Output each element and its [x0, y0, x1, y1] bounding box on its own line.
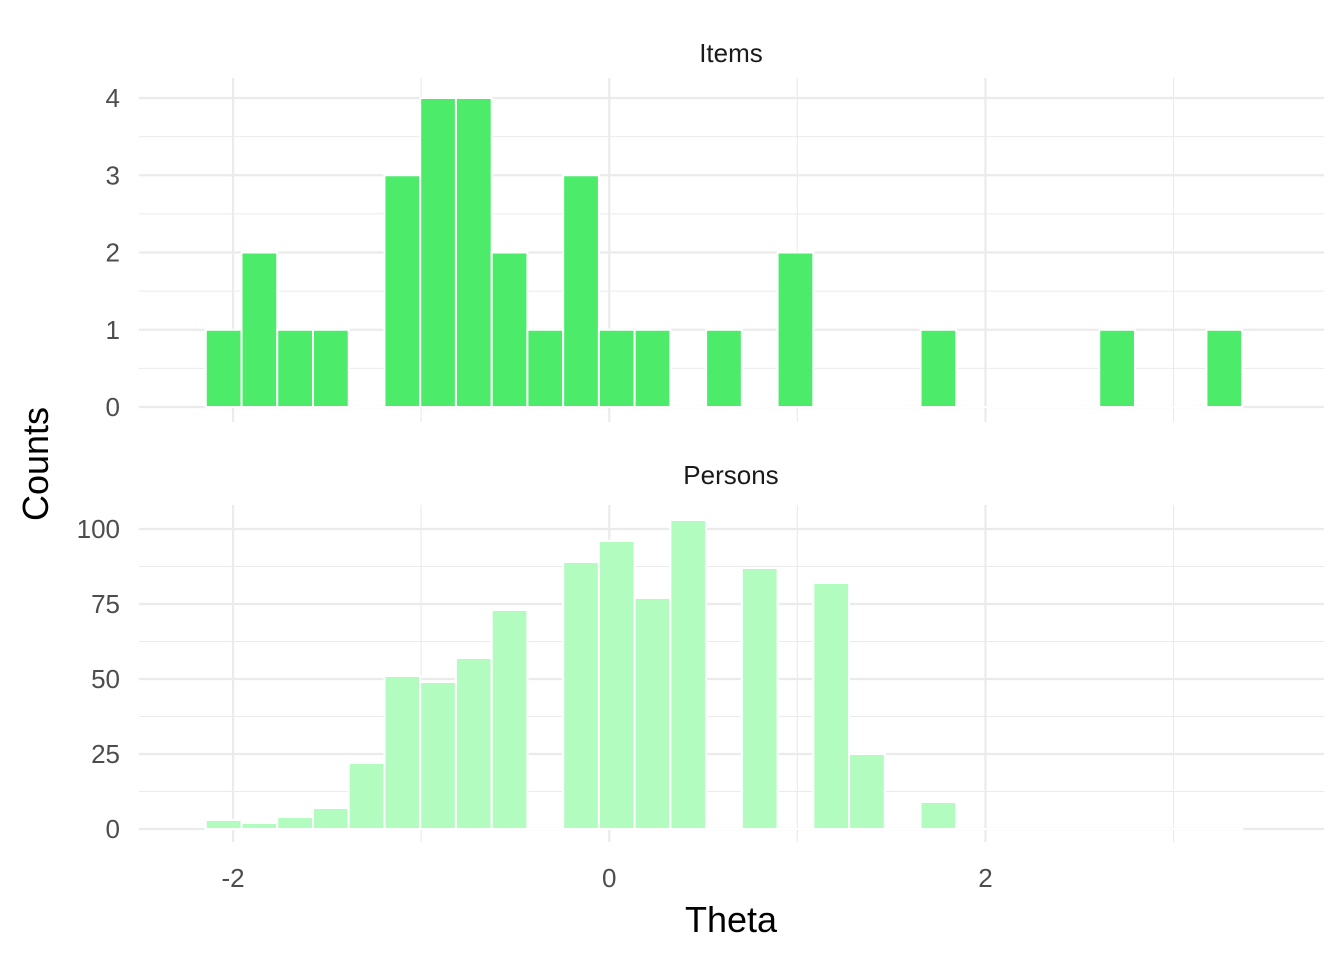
y-tick-label: 100: [77, 514, 120, 544]
bar-persons: [740, 567, 779, 830]
y-tick-label: 0: [106, 392, 120, 422]
bar-persons: [454, 657, 493, 830]
x-tick-label: 2: [978, 863, 992, 893]
bar-persons: [669, 519, 708, 830]
bar-items: [705, 328, 743, 408]
bar-persons: [311, 807, 350, 830]
bar-items: [526, 328, 565, 408]
bar-persons: [240, 822, 279, 830]
bar-persons: [383, 675, 422, 830]
y-tick-label: 50: [91, 664, 120, 694]
bar-items: [454, 97, 493, 408]
y-tick-label: 4: [106, 83, 120, 113]
bar-persons: [347, 762, 386, 830]
bar-persons: [490, 609, 529, 830]
bar-persons: [204, 819, 243, 830]
x-ticks: -2 0 2: [221, 863, 992, 893]
bar-items: [240, 251, 279, 408]
bar-items: [1205, 328, 1244, 408]
y-tick-label: 0: [106, 814, 120, 844]
bar-persons: [419, 681, 457, 830]
y-tick-label: 1: [106, 315, 120, 345]
bar-items: [562, 174, 600, 408]
bar-items: [204, 328, 243, 408]
bar-persons: [276, 816, 314, 830]
items-y-ticks: 0 1 2 3 4: [106, 83, 120, 422]
y-tick-label: 25: [91, 739, 120, 769]
persons-bars: [204, 519, 1244, 831]
persons-y-ticks: 0 25 50 75 100: [77, 514, 120, 844]
bar-items: [311, 328, 350, 408]
bar-items: [276, 328, 314, 408]
bar-items: [919, 328, 958, 408]
x-axis-title: Theta: [685, 899, 778, 940]
panel-persons: 0 25 50 75 100 Persons: [77, 460, 1324, 844]
bar-persons: [848, 753, 886, 830]
y-axis-title: Counts: [15, 407, 56, 521]
items-strip-label: Items: [699, 38, 763, 68]
y-tick-label: 2: [106, 238, 120, 268]
bar-items: [776, 251, 815, 408]
bar-items: [633, 328, 672, 408]
bar-persons: [597, 540, 636, 830]
bar-items: [419, 97, 457, 408]
persons-strip-label: Persons: [683, 460, 778, 490]
y-tick-label: 3: [106, 160, 120, 190]
bar-persons: [562, 561, 600, 830]
bar-persons: [812, 582, 851, 830]
bar-persons: [919, 801, 958, 830]
items-bars: [204, 97, 1244, 409]
bar-items: [597, 328, 636, 408]
bar-persons: [633, 597, 672, 830]
bar-items: [1098, 328, 1136, 408]
persons-grid: [139, 505, 1324, 842]
x-tick-label: -2: [221, 863, 244, 893]
bar-items: [490, 251, 529, 408]
panel-items: 0 1 2 3 4 Items: [106, 38, 1324, 422]
bar-items: [383, 174, 422, 408]
y-tick-label: 75: [91, 589, 120, 619]
x-tick-label: 0: [602, 863, 616, 893]
